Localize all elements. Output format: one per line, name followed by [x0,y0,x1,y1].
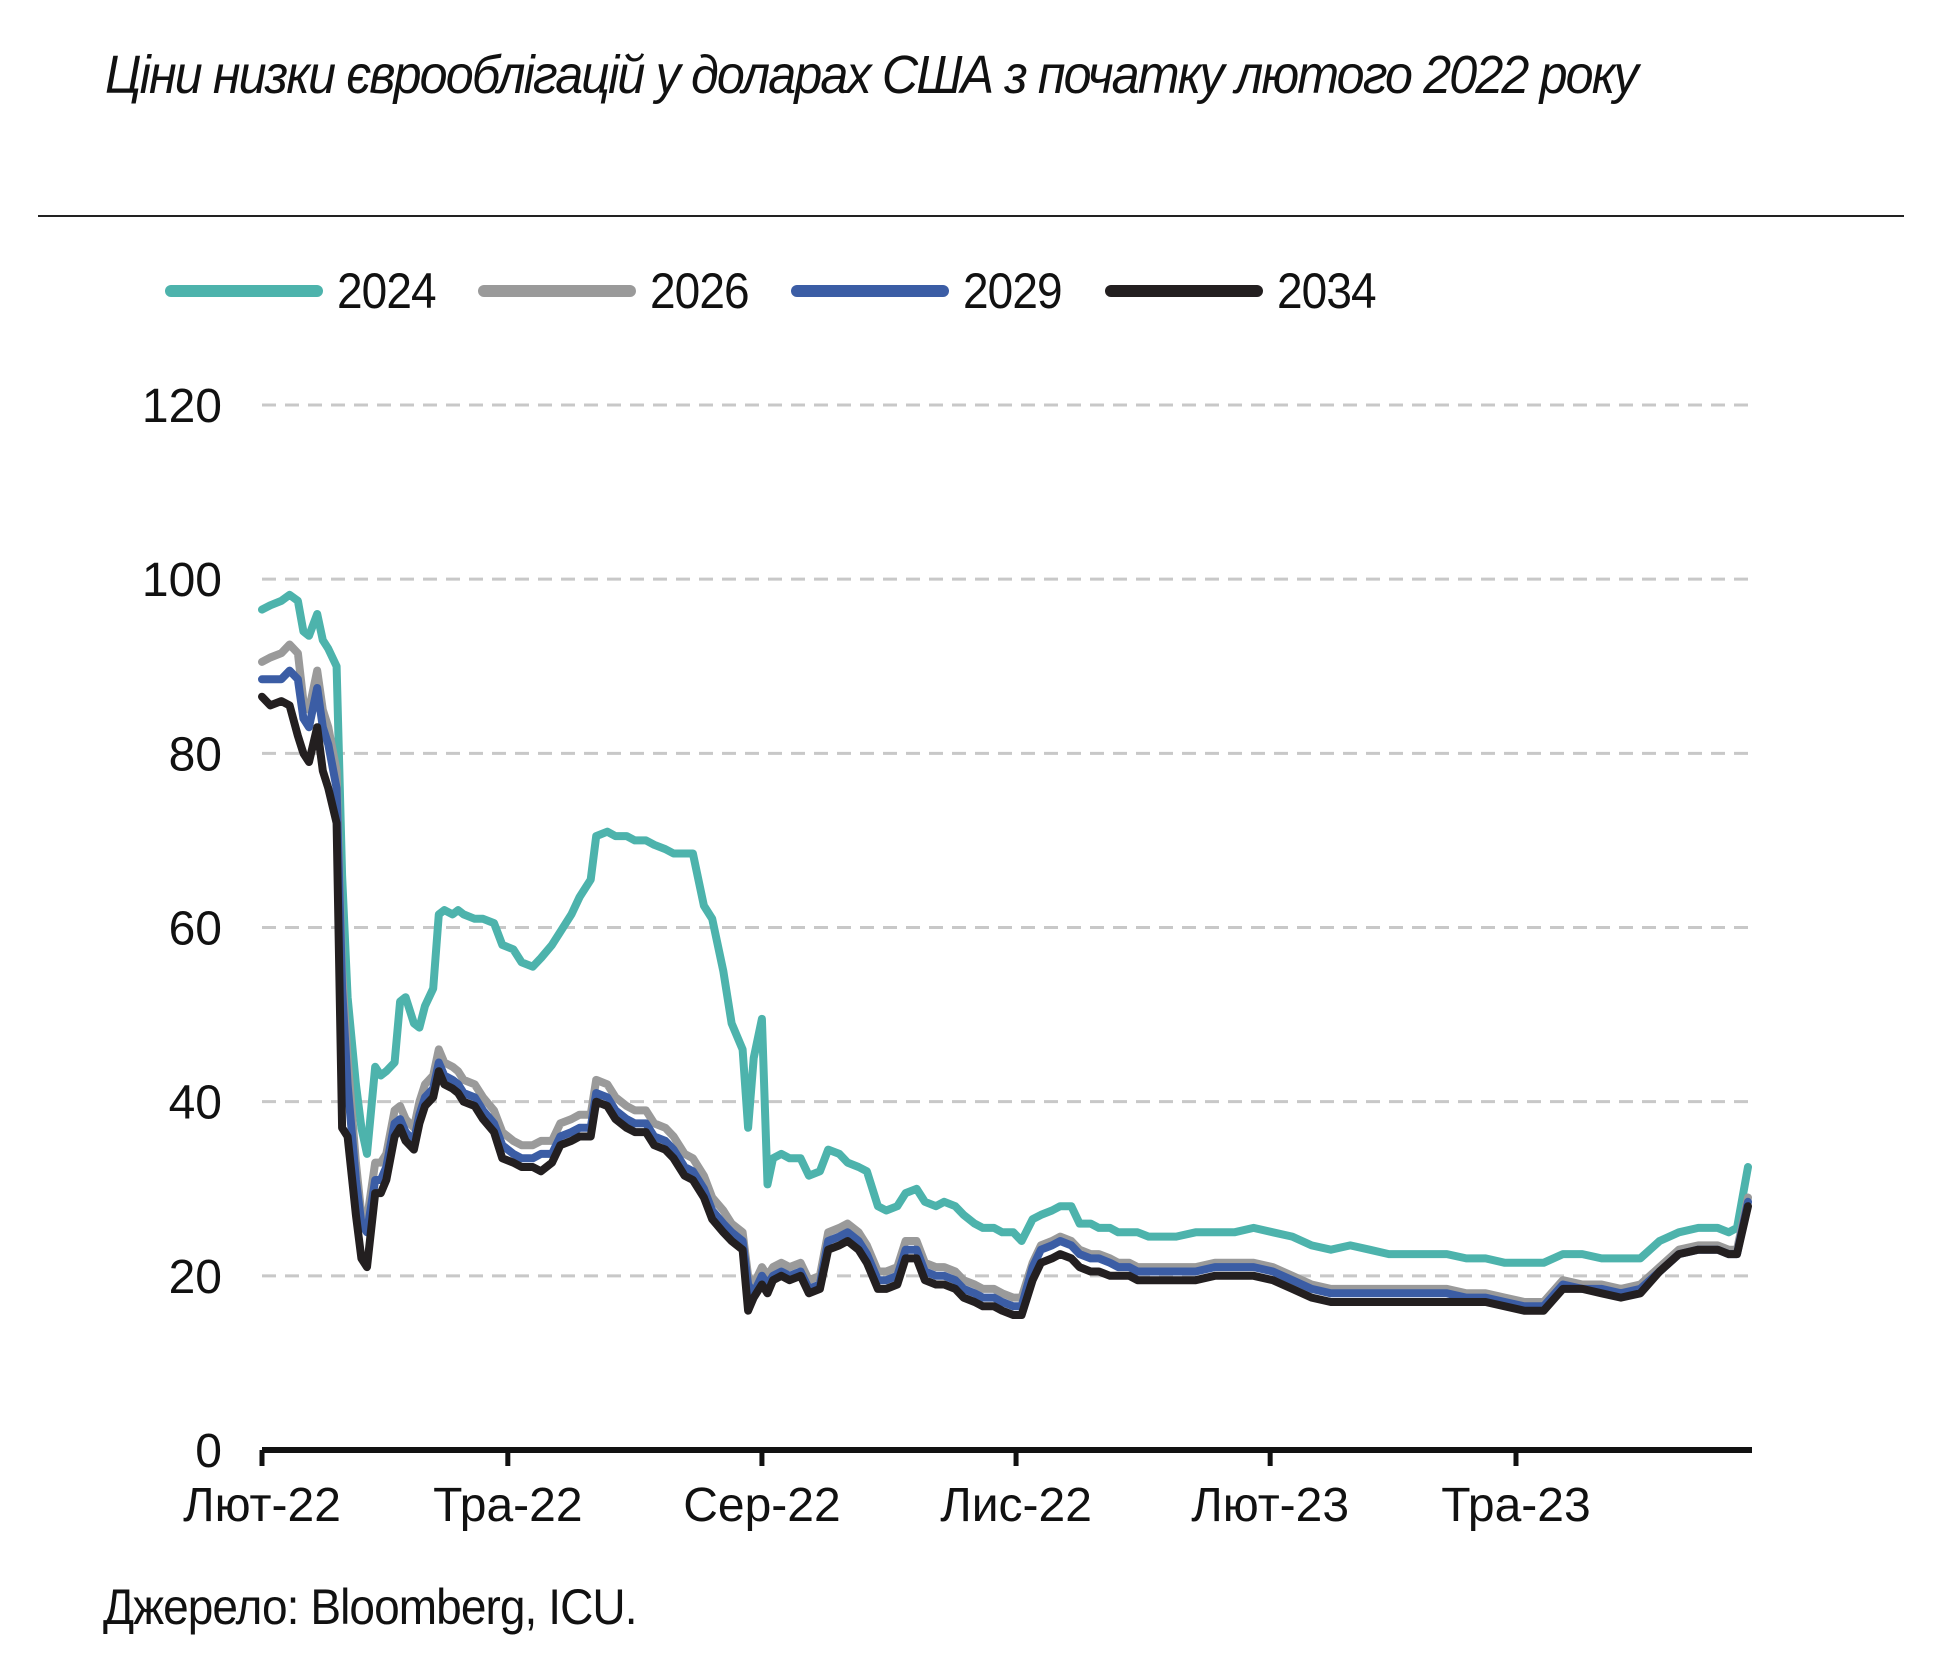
legend-swatch-2034 [1104,285,1263,297]
series-lines [258,590,1752,1319]
legend-item-2029: 2029 [791,262,1070,320]
series-line-2026 [258,640,1752,1306]
legend-swatch-2029 [791,285,950,297]
legend-label-2034: 2034 [1276,263,1377,319]
y-axis-ticks: 0 20 40 60 80 100 120 [142,380,222,1478]
legend-label-2024: 2024 [337,263,437,319]
x-tick-label: Тра-23 [1441,1479,1590,1532]
y-tick-label: 100 [142,554,222,607]
y-tick-label: 40 [169,1077,222,1130]
legend-label-2026: 2026 [650,263,750,319]
y-tick-label: 0 [195,1425,222,1478]
title-divider [38,215,1904,217]
x-tick-label: Лис-22 [940,1479,1092,1532]
legend-item-2026: 2026 [478,262,757,320]
y-tick-label: 60 [169,903,222,956]
x-axis: Лют-22 Тра-22 Сер-22 Лис-22 Лют-23 Тра-23 [183,1447,1752,1532]
legend-swatch-2024 [165,285,323,297]
x-tick-label: Тра-22 [433,1479,582,1532]
y-tick-label: 80 [169,728,222,781]
legend-item-2024: 2024 [165,262,444,320]
legend-label-2029: 2029 [963,263,1063,319]
series-line-2034 [258,692,1752,1319]
series-line-2029 [258,666,1752,1311]
y-tick-label: 120 [142,380,222,433]
page-title: Ціни низки єврооблігацій у доларах США з… [105,45,1639,105]
y-tick-label: 20 [169,1251,222,1304]
series-line-2024 [258,590,1752,1267]
x-tick-label: Сер-22 [683,1479,840,1532]
chart-legend: 2024 2026 2029 2034 [165,262,1418,320]
legend-swatch-2026 [478,285,637,297]
line-chart: 0 20 40 60 80 100 120 Лют-22 Тра-22 Сер-22 Лис-22… [142,380,1752,1532]
grid-lines [262,403,1748,1278]
x-tick-label: Лют-22 [183,1479,341,1532]
source-note: Джерело: Bloomberg, ICU. [103,1579,638,1635]
legend-item-2034: 2034 [1104,262,1384,320]
x-tick-label: Лют-23 [1191,1479,1349,1532]
